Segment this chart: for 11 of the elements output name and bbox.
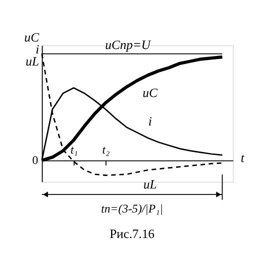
x-tick-label: t₁	[70, 142, 78, 157]
series-label: uL	[143, 178, 157, 192]
y-axis-title: uC i uL	[24, 30, 40, 68]
text: 0	[32, 153, 38, 168]
series-label: uC	[142, 86, 158, 100]
series-label: i	[148, 114, 152, 128]
ref-line-label: uCпр=U	[105, 38, 152, 52]
text: Рис.7.16	[110, 227, 155, 242]
x-tick-label: t₂	[102, 142, 110, 157]
text: tп=(3-5)/|P₁|	[101, 202, 163, 216]
x-axis-title: t	[240, 150, 245, 165]
